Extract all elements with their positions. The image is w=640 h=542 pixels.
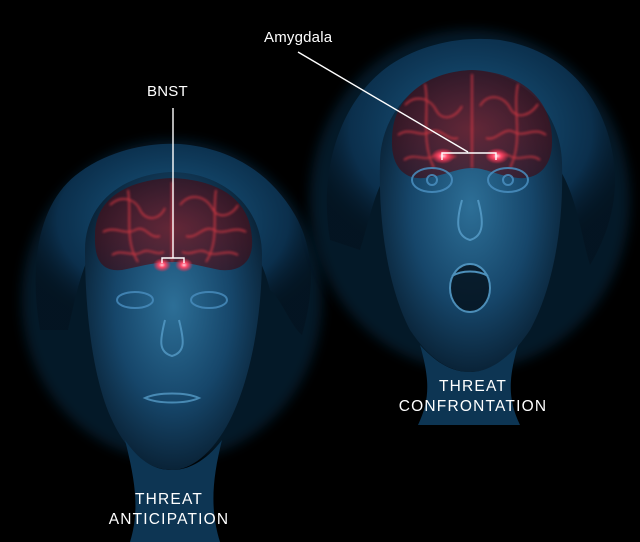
bnst-hotspot-right bbox=[175, 258, 193, 272]
bnst-label: BNST bbox=[147, 83, 188, 100]
threat-anticipation-caption: THREAT ANTICIPATION bbox=[94, 490, 244, 530]
left-eyes bbox=[116, 291, 228, 309]
amygdala-callout-line bbox=[297, 51, 497, 160]
caption-right-line1: THREAT bbox=[438, 378, 508, 395]
right-neck bbox=[418, 345, 520, 425]
caption-left-line1: THREAT bbox=[134, 491, 204, 508]
left-neck bbox=[125, 440, 222, 542]
left-nose-mouth bbox=[142, 319, 202, 404]
right-hair bbox=[326, 38, 615, 265]
right-eyes bbox=[411, 167, 529, 193]
threat-confrontation-caption: THREAT CONFRONTATION bbox=[383, 377, 563, 417]
bnst-callout-line bbox=[161, 108, 185, 263]
right-head bbox=[297, 30, 630, 425]
left-brain-folds bbox=[102, 182, 247, 263]
amygdala-hotspot-right bbox=[485, 148, 509, 164]
amygdala-label: Amygdala bbox=[264, 29, 333, 46]
bnst-hotspot-left bbox=[153, 258, 171, 272]
amygdala-hotspot-left bbox=[431, 148, 455, 164]
caption-left-line2: ANTICIPATION bbox=[108, 511, 230, 528]
left-head bbox=[22, 108, 322, 542]
right-nose-mouth bbox=[449, 199, 491, 313]
left-hair bbox=[35, 143, 311, 335]
caption-right-line2: CONFRONTATION bbox=[398, 398, 548, 415]
